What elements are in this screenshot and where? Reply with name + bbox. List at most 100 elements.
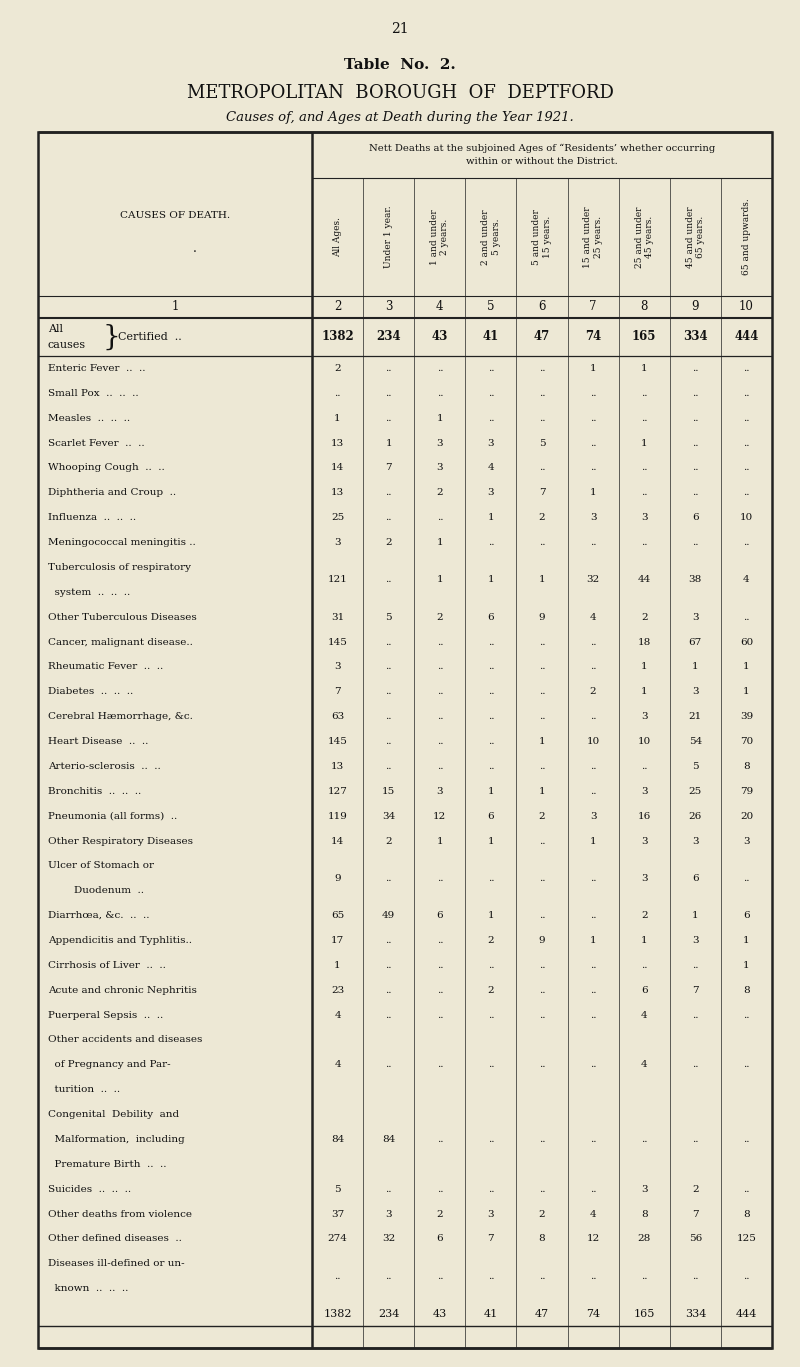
Text: 2: 2 [487,936,494,945]
Text: 334: 334 [685,1308,706,1319]
Text: 10: 10 [739,301,754,313]
Text: 54: 54 [689,737,702,746]
Text: 4: 4 [641,1010,647,1020]
Text: ..: .. [743,1271,750,1281]
Text: 25: 25 [331,513,344,522]
Text: ..: .. [692,439,698,447]
Text: known  ..  ..  ..: known .. .. .. [48,1284,128,1293]
Text: Appendicitis and Typhlitis..: Appendicitis and Typhlitis.. [48,936,192,945]
Text: 1: 1 [538,576,546,584]
Text: ..: .. [386,986,392,995]
Text: Other Tuberculous Diseases: Other Tuberculous Diseases [48,612,197,622]
Text: 56: 56 [689,1234,702,1244]
Text: ..: .. [538,1185,546,1193]
Text: ..: .. [437,936,443,945]
Text: Nett Deaths at the subjoined Ages of “Residents’ whether occurring: Nett Deaths at the subjoined Ages of “Re… [369,144,715,153]
Text: 2: 2 [641,912,647,920]
Text: ..: .. [386,364,392,373]
Text: ..: .. [386,1185,392,1193]
Text: 1: 1 [334,414,341,422]
Text: 3: 3 [641,837,647,846]
Text: ..: .. [437,712,443,722]
Text: ..: .. [386,874,392,883]
Text: Meningococcal meningitis ..: Meningococcal meningitis .. [48,539,196,547]
Text: 44: 44 [638,576,651,584]
Text: Other Respiratory Diseases: Other Respiratory Diseases [48,837,193,846]
Text: 41: 41 [482,331,499,343]
Text: Cirrhosis of Liver  ..  ..: Cirrhosis of Liver .. .. [48,961,166,969]
Text: 3: 3 [692,837,698,846]
Text: within or without the District.: within or without the District. [466,157,618,167]
Text: 165: 165 [632,331,657,343]
Text: ..: .. [437,761,443,771]
Text: ..: .. [538,1271,546,1281]
Text: 165: 165 [634,1308,655,1319]
Text: ..: .. [386,488,392,498]
Text: ..: .. [386,388,392,398]
Text: 67: 67 [689,637,702,647]
Text: 145: 145 [328,737,347,746]
Text: 2: 2 [692,1185,698,1193]
Text: ..: .. [437,874,443,883]
Text: 4: 4 [334,1061,341,1069]
Text: 3: 3 [487,439,494,447]
Text: 14: 14 [331,837,344,846]
Text: 3: 3 [692,936,698,945]
Text: ..: .. [538,1061,546,1069]
Text: 60: 60 [740,637,753,647]
Text: 1: 1 [743,688,750,696]
Text: 2: 2 [538,513,546,522]
Text: 31: 31 [331,612,344,622]
Text: 8: 8 [641,1210,647,1218]
Text: 3: 3 [437,787,443,796]
Text: 13: 13 [331,439,344,447]
Text: 74: 74 [585,331,602,343]
Text: ..: .. [488,663,494,671]
Text: 79: 79 [740,787,753,796]
Text: 1: 1 [538,787,546,796]
Text: ..: .. [743,874,750,883]
Text: ..: .. [488,1185,494,1193]
Text: 234: 234 [378,1308,399,1319]
Text: 4: 4 [743,576,750,584]
Text: ..: .. [538,663,546,671]
Text: 63: 63 [331,712,344,722]
Text: 125: 125 [737,1234,756,1244]
Text: 2: 2 [538,812,546,820]
Text: ..: .. [692,463,698,473]
Text: 12: 12 [586,1234,600,1244]
Text: Rheumatic Fever  ..  ..: Rheumatic Fever .. .. [48,663,163,671]
Text: ..: .. [692,1271,698,1281]
Text: Table  No.  2.: Table No. 2. [344,57,456,72]
Text: ..: .. [437,1061,443,1069]
Text: ..: .. [692,1061,698,1069]
Text: 41: 41 [484,1308,498,1319]
Text: ..: .. [437,637,443,647]
Text: ..: .. [692,1010,698,1020]
Text: 127: 127 [328,787,347,796]
Text: ..: .. [386,961,392,969]
Bar [38,133,772,1348]
Text: ..: .. [743,1185,750,1193]
Text: 13: 13 [331,488,344,498]
Text: ..: .. [692,1135,698,1144]
Text: ..: .. [538,1135,546,1144]
Text: Acute and chronic Nephritis: Acute and chronic Nephritis [48,986,197,995]
Text: 1: 1 [692,912,698,920]
Text: 6: 6 [641,986,647,995]
Text: 15: 15 [382,787,395,796]
Text: 43: 43 [433,1308,447,1319]
Text: Diabetes  ..  ..  ..: Diabetes .. .. .. [48,688,134,696]
Text: system  ..  ..  ..: system .. .. .. [48,588,130,597]
Text: Duodenum  ..: Duodenum .. [48,886,144,895]
Text: ..: .. [386,637,392,647]
Text: ..: .. [488,637,494,647]
Text: 25: 25 [689,787,702,796]
Text: 6: 6 [743,912,750,920]
Text: METROPOLITAN  BOROUGH  OF  DEPTFORD: METROPOLITAN BOROUGH OF DEPTFORD [186,83,614,103]
Text: 1: 1 [437,576,443,584]
Text: ..: .. [590,761,596,771]
Text: 1: 1 [487,513,494,522]
Text: ..: .. [437,1135,443,1144]
Text: 7: 7 [538,488,546,498]
